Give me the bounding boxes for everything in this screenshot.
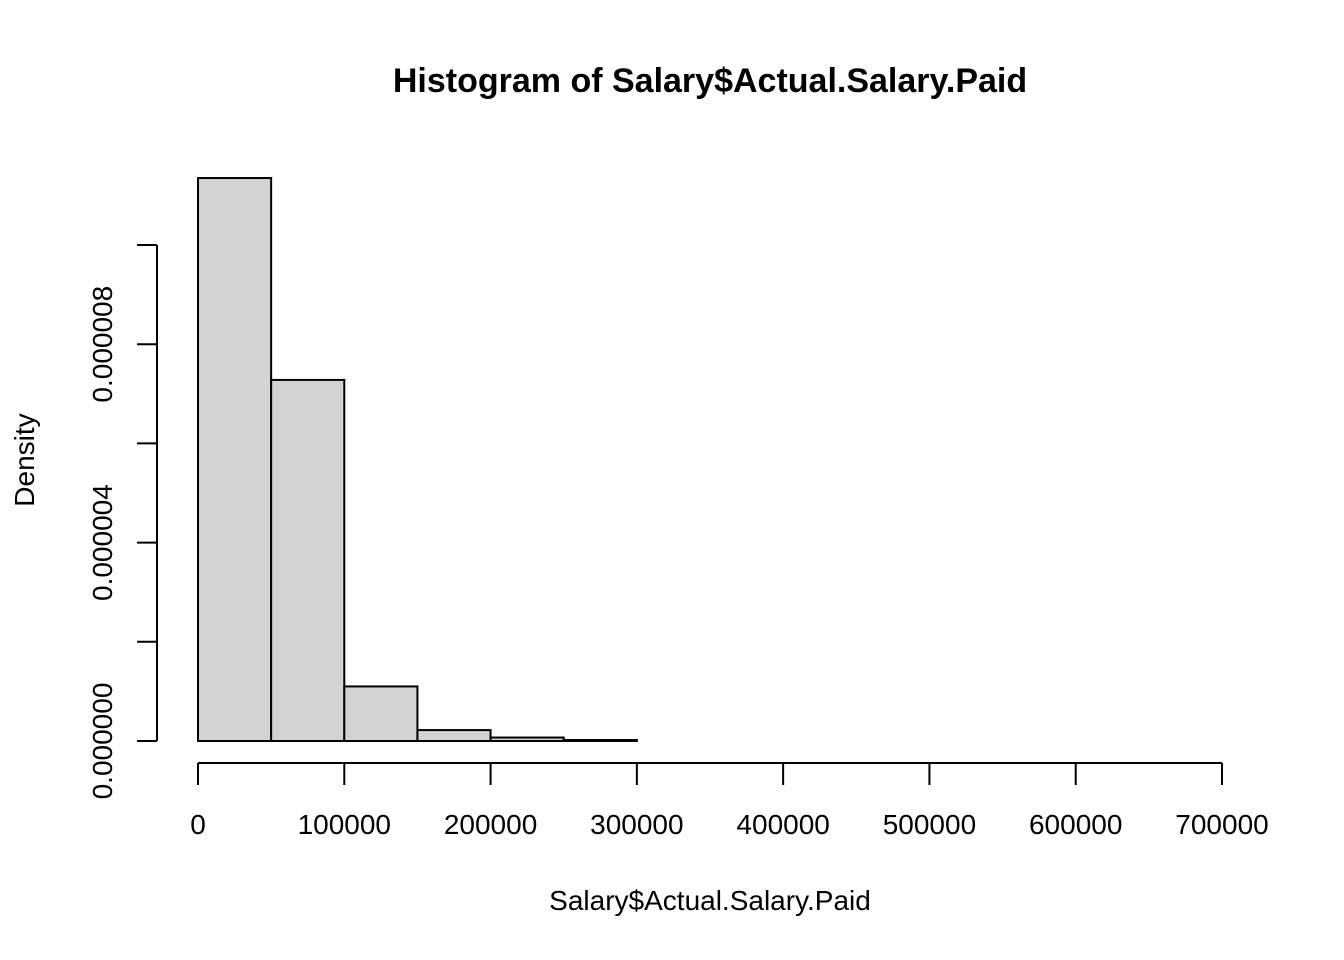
y-tick-label-2: 0.000004	[87, 484, 118, 601]
x-tick-label-7: 700000	[1175, 809, 1268, 840]
x-tick-label-2: 200000	[444, 809, 537, 840]
y-tick-label-4: 0.000008	[87, 286, 118, 403]
x-tick-label-1: 100000	[298, 809, 391, 840]
histogram-bar-5	[562, 739, 638, 742]
x-tick-label-3: 300000	[590, 809, 683, 840]
x-tick-label-4: 400000	[736, 809, 829, 840]
x-tick-label-6: 600000	[1029, 809, 1122, 840]
histogram-bar-2	[343, 685, 419, 743]
histogram-bar-4	[489, 736, 565, 743]
histogram-bar-1	[270, 378, 346, 742]
histogram-bar-3	[416, 729, 492, 743]
y-axis: 0.000000 0.000004 0.000008	[87, 244, 158, 800]
chart-title: Histogram of Salary$Actual.Salary.Paid	[393, 62, 1027, 100]
x-tick-label-0: 0	[190, 809, 206, 840]
x-axis: 0 100000 200000 300000 400000 500000 600000 700…	[190, 762, 1269, 840]
y-tick-label-0: 0.000000	[87, 683, 118, 800]
histogram-bar-0	[197, 177, 273, 743]
x-tick-label-5: 500000	[883, 809, 976, 840]
x-axis-label: Salary$Actual.Salary.Paid	[549, 885, 871, 916]
bars-group	[197, 177, 638, 743]
y-axis-label: Density	[9, 413, 40, 506]
